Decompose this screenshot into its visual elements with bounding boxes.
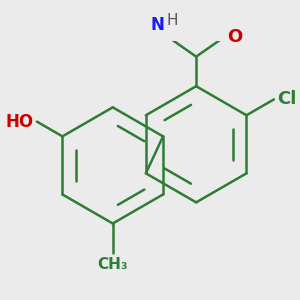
Text: O: O	[227, 28, 243, 46]
Text: HO: HO	[5, 112, 34, 130]
Text: H: H	[167, 13, 178, 28]
Text: Cl: Cl	[277, 90, 296, 108]
Text: CH₃: CH₃	[98, 257, 128, 272]
Text: N: N	[150, 16, 164, 34]
